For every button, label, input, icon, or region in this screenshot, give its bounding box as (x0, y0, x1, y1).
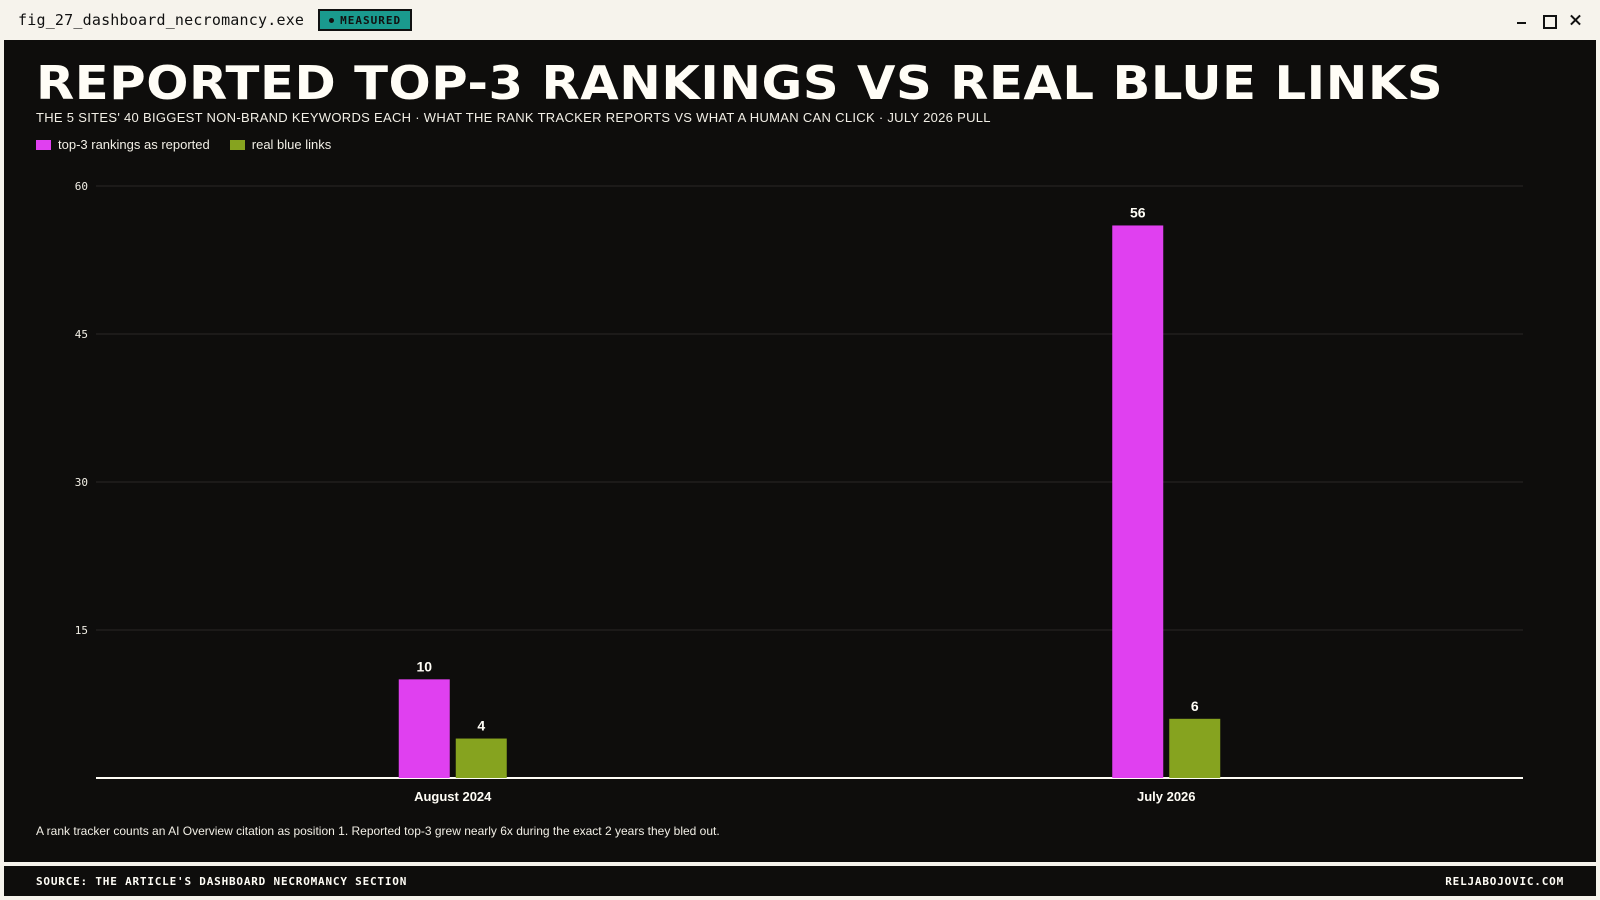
y-tick-label: 60 (75, 180, 88, 193)
chart-title: REPORTED TOP-3 RANKINGS VS REAL BLUE LIN… (36, 56, 1444, 110)
x-tick-label: August 2024 (414, 789, 492, 804)
y-tick-label: 15 (75, 624, 88, 637)
legend-label-reported: top-3 rankings as reported (58, 137, 210, 152)
bar-chart-plot: 15 30 45 60 10 4 August 2024 56 6 July 2026 (75, 180, 1523, 804)
y-tick-label: 30 (75, 476, 88, 489)
legend-label-blue-links: real blue links (251, 137, 332, 152)
x-tick-label: July 2026 (1137, 789, 1196, 804)
footer-source: SOURCE: THE ARTICLE'S DASHBOARD NECROMAN… (36, 874, 408, 888)
data-label: 10 (416, 658, 432, 674)
legend-swatch-reported (36, 139, 51, 150)
bar (398, 679, 450, 778)
bar (455, 738, 507, 778)
close-icon[interactable] (1567, 11, 1584, 28)
chart-legend: top-3 rankings as reported real blue lin… (36, 137, 331, 152)
y-tick-label: 45 (75, 328, 88, 341)
status-dot-icon (329, 17, 335, 23)
data-label: 6 (1191, 698, 1199, 714)
chart-subtitle: THE 5 SITES' 40 BIGGEST NON-BRAND KEYWOR… (36, 110, 991, 125)
bar (1169, 718, 1221, 778)
window-title: fig_27_dashboard_necromancy.exe (18, 11, 305, 29)
title-bar: fig_27_dashboard_necromancy.exe MEASURED (0, 0, 1600, 40)
data-label: 56 (1130, 204, 1146, 220)
legend-item-reported: top-3 rankings as reported (36, 137, 210, 152)
status-badge-label: MEASURED (340, 13, 402, 27)
data-label: 4 (477, 718, 485, 734)
footer-bar: SOURCE: THE ARTICLE'S DASHBOARD NECROMAN… (4, 866, 1596, 896)
chart-footnote: A rank tracker counts an AI Overview cit… (36, 824, 720, 838)
status-badge: MEASURED (318, 9, 413, 31)
legend-swatch-blue-links (229, 139, 245, 150)
minimize-icon[interactable] (1513, 11, 1530, 28)
maximize-icon[interactable] (1540, 11, 1557, 29)
legend-item-blue-links: real blue links (229, 137, 332, 152)
chart-panel: REPORTED TOP-3 RANKINGS VS REAL BLUE LIN… (4, 40, 1596, 862)
footer-site: RELJABOJOVIC.COM (1445, 874, 1564, 888)
window-controls (1513, 11, 1584, 29)
bar (1112, 225, 1164, 778)
